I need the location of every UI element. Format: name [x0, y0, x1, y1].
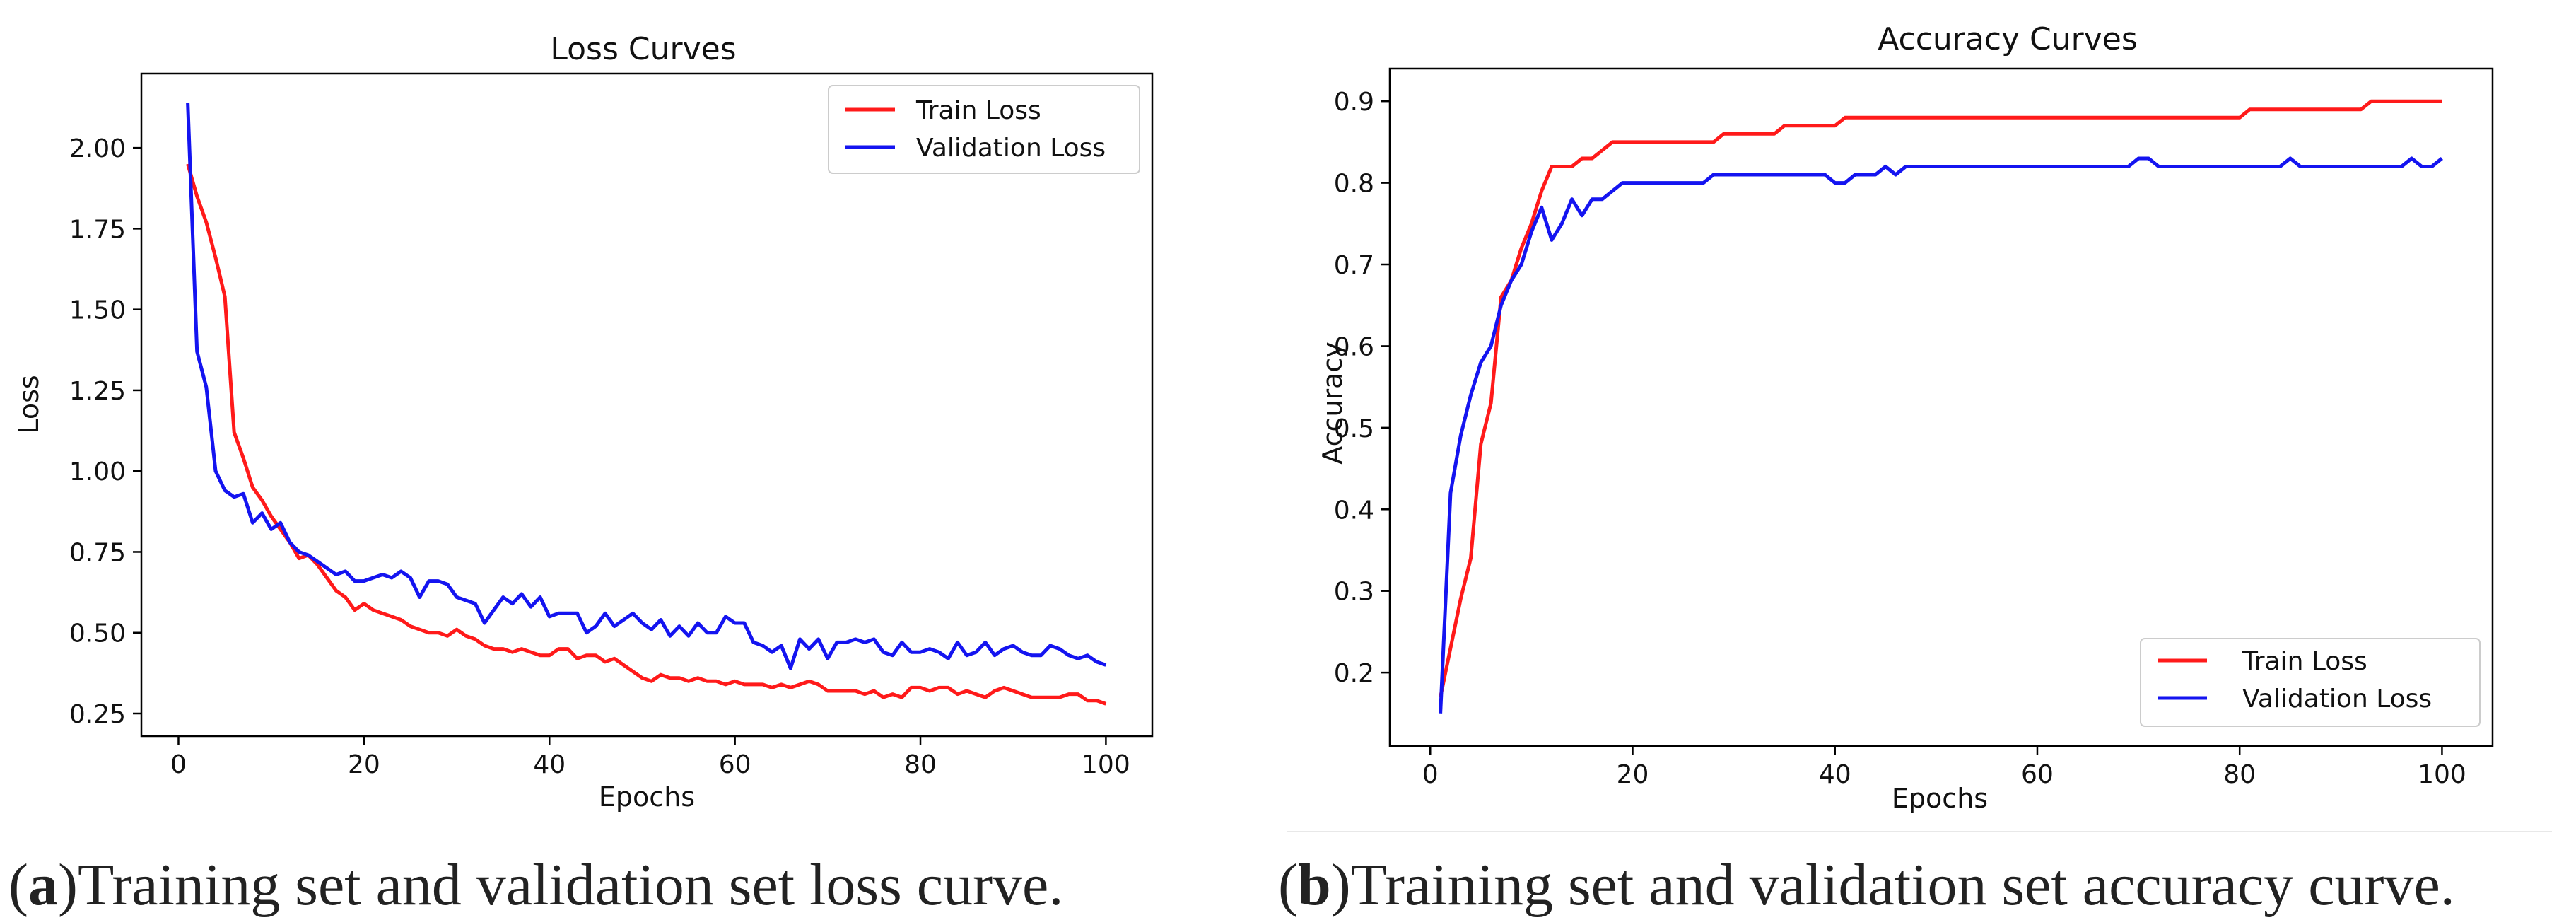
- accuracy-x-tick-label: 0: [1422, 760, 1439, 789]
- accuracy-legend: Train Loss Validation Loss: [2140, 638, 2481, 727]
- loss-y-tick-label: 0.75: [69, 538, 126, 567]
- loss-legend: Train Loss Validation Loss: [828, 85, 1140, 174]
- accuracy-y-tick-label: 0.6: [1334, 332, 1374, 361]
- accuracy-legend-box: [2140, 638, 2481, 727]
- accuracy-x-tick-label: 100: [2418, 760, 2466, 789]
- loss-series: [186, 103, 1107, 706]
- caption-b-text: Training set and validation set accuracy…: [1350, 852, 2455, 918]
- loss-x-tick-label: 0: [170, 750, 187, 779]
- caption-a: (a)Training set and validation set loss …: [8, 852, 1064, 918]
- accuracy-validation-line: [1439, 156, 2443, 714]
- accuracy-x-tick-label: 20: [1617, 760, 1649, 789]
- loss-legend-validation-label: Validation Loss: [916, 134, 1106, 163]
- accuracy-plot-area: [1388, 67, 2494, 747]
- accuracy-x-axis-label: Epochs: [1892, 783, 1988, 814]
- caption-b: (b)Training set and validation set accur…: [1278, 852, 2455, 918]
- loss-y-tick-label: 1.25: [69, 377, 126, 406]
- accuracy-y-tick-label: 0.3: [1334, 578, 1374, 607]
- loss-y-tick-label: 1.50: [69, 296, 126, 325]
- accuracy-x-tick-label: 40: [1819, 760, 1851, 789]
- caption-a-letter: a: [28, 852, 58, 918]
- loss-chart: Loss Curves 0 20 40 60 80 100 0.25 0.50 0.75 1.0…: [13, 31, 1154, 813]
- accuracy-train-line: [1439, 99, 2442, 698]
- loss-x-axis-label: Epochs: [599, 781, 695, 813]
- loss-x-tick-label: 60: [719, 750, 751, 779]
- accuracy-y-ticks: 0.2 0.3 0.4 0.5 0.6 0.7 0.8 0.9: [1334, 88, 1390, 688]
- caption-a-text: Training set and validation set loss cur…: [77, 852, 1064, 918]
- loss-train-line: [186, 163, 1107, 706]
- accuracy-x-ticks: 0 20 40 60 80 100: [1422, 746, 2466, 789]
- loss-y-tick-label: 2.00: [69, 134, 126, 163]
- loss-x-ticks: 0 20 40 60 80 100: [170, 736, 1130, 779]
- loss-y-tick-label: 0.25: [69, 700, 126, 729]
- accuracy-legend-train-label: Train Loss: [2242, 647, 2367, 676]
- accuracy-chart: Accuracy Curves 0 20 40 60 80 100 0.20.30.40.…: [1317, 21, 2494, 814]
- accuracy-y-tick-label: 0.2: [1334, 659, 1374, 688]
- accuracy-x-tick-label: 80: [2223, 760, 2256, 789]
- loss-legend-train-label: Train Loss: [915, 96, 1041, 125]
- loss-legend-box: [828, 85, 1140, 174]
- accuracy-y-tick-label: 0.9: [1334, 88, 1374, 117]
- accuracy-y-tick-label: 0.5: [1334, 414, 1374, 443]
- loss-x-tick-label: 100: [1082, 750, 1130, 779]
- loss-y-ticks: 0.25 0.50 0.75 1.00 1.25 1.50 1.75 2.00: [69, 134, 141, 729]
- accuracy-y-tick-label: 0.4: [1334, 496, 1374, 525]
- loss-plot-area: [140, 72, 1154, 738]
- accuracy-y-axis-label: Accuracy: [1317, 342, 1348, 465]
- accuracy-x-tick-label: 60: [2021, 760, 2054, 789]
- loss-chart-title: Loss Curves: [550, 31, 736, 67]
- accuracy-y-tick-label: 0.7: [1334, 251, 1374, 280]
- caption-b-letter: b: [1297, 852, 1331, 918]
- loss-validation-line: [186, 103, 1107, 670]
- loss-x-tick-label: 80: [904, 750, 937, 779]
- loss-x-tick-label: 40: [533, 750, 566, 779]
- loss-y-tick-label: 1.75: [69, 215, 126, 244]
- accuracy-y-tick-label: 0.8: [1334, 170, 1374, 199]
- loss-y-axis-label: Loss: [13, 375, 45, 433]
- caption-divider: [1287, 831, 2552, 832]
- loss-x-tick-label: 20: [348, 750, 380, 779]
- loss-y-tick-label: 0.50: [69, 619, 126, 648]
- accuracy-series: [1439, 99, 2443, 714]
- loss-y-tick-label: 1.00: [69, 458, 126, 487]
- accuracy-legend-validation-label: Validation Loss: [2242, 685, 2432, 714]
- accuracy-chart-title: Accuracy Curves: [1878, 21, 2138, 57]
